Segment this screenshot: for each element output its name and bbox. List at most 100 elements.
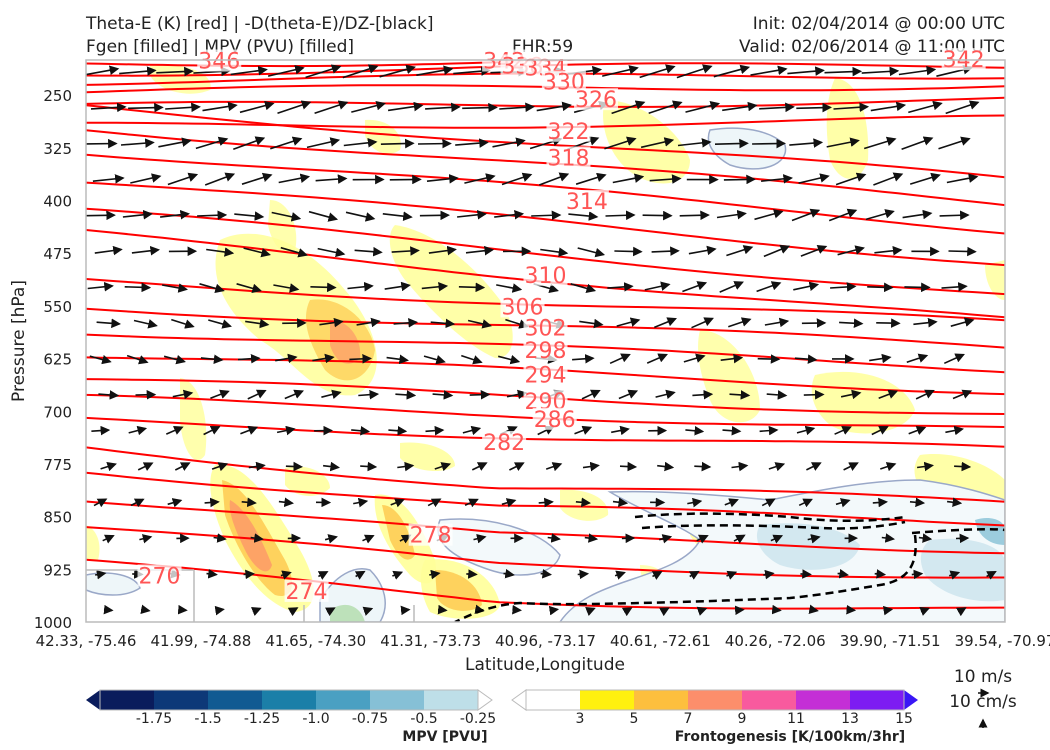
colorbar-tick: -1.5 xyxy=(194,711,221,727)
wind-arrow xyxy=(276,425,296,436)
wind-arrow xyxy=(305,64,342,79)
wind-arrow xyxy=(122,209,153,220)
wind-arrow xyxy=(124,282,152,293)
wind-arrow xyxy=(873,172,904,186)
mpv-colorbar: -1.75 -1.5 -1.25 -1.0 -0.75 -0.5 -0.25 xyxy=(86,689,496,727)
colorbar-swatch xyxy=(262,690,317,710)
wind-arrow xyxy=(199,283,225,294)
wind-arrow xyxy=(531,210,562,221)
wind-arrow xyxy=(612,497,629,508)
wind-arrow xyxy=(648,100,683,115)
theta-e-label: 310 xyxy=(525,264,567,289)
wind-arrow xyxy=(501,172,533,186)
wind-arrow xyxy=(761,498,776,508)
colorbar-extend-left xyxy=(511,689,527,711)
wind-arrow xyxy=(918,533,933,543)
y-tick-label: 775 xyxy=(43,456,72,474)
x-tick-label: 40.96, -73.17 xyxy=(495,632,596,650)
wind-arrow xyxy=(388,425,408,436)
wind-arrow xyxy=(846,604,857,615)
wind-arrow xyxy=(771,604,782,615)
wind-arrow xyxy=(685,425,705,436)
wind-arrow xyxy=(382,211,413,221)
wind-arrow xyxy=(733,534,746,544)
wind-arrow xyxy=(351,100,386,113)
wind-arrow xyxy=(787,66,825,76)
colorbar-tick: 15 xyxy=(895,711,913,727)
wind-arrow xyxy=(230,65,268,76)
wind-arrow xyxy=(416,65,454,76)
colorbar-tick: -0.5 xyxy=(410,711,437,727)
wind-reference-label: 10 m/s xyxy=(954,667,1012,687)
wind-arrow xyxy=(237,353,261,364)
wind-arrow xyxy=(167,498,183,508)
colorbar-swatch xyxy=(688,690,743,710)
wind-arrow xyxy=(766,390,788,400)
wind-arrow xyxy=(278,173,311,184)
wind-arrow xyxy=(243,569,255,580)
wind-arrow xyxy=(871,426,889,436)
wind-arrow xyxy=(902,209,933,220)
wind-arrow xyxy=(469,389,491,400)
wind-arrow xyxy=(688,245,717,256)
wind-arrow xyxy=(952,389,973,400)
theta-e-line xyxy=(86,129,1005,207)
wind-arrow xyxy=(347,281,374,292)
colorbar-swatch xyxy=(100,690,155,710)
wind-arrow xyxy=(306,137,341,149)
theta-e-label: 326 xyxy=(575,88,617,113)
wind-arrow xyxy=(915,389,935,400)
wind-arrow xyxy=(691,317,714,329)
wind-arrow xyxy=(677,138,712,148)
wind-arrow xyxy=(156,66,194,77)
stability-contours xyxy=(454,512,1005,622)
theta-e-line xyxy=(86,181,1005,267)
colorbar-tick: 3 xyxy=(576,711,585,727)
wind-arrow xyxy=(236,283,262,294)
wind-arrow xyxy=(605,210,636,221)
colorbar-tick: 7 xyxy=(684,711,693,727)
label-backdrop xyxy=(941,48,986,71)
wind-arrow xyxy=(655,389,676,400)
wind-arrow xyxy=(285,461,303,472)
wind-arrow xyxy=(729,390,751,400)
colorbar-frame xyxy=(99,689,479,711)
wind-arrow xyxy=(379,64,416,78)
wind-arrow xyxy=(119,66,157,76)
colorbar-tick: 5 xyxy=(630,711,639,727)
wind-arrow xyxy=(501,498,517,508)
wind-arrow xyxy=(913,317,938,328)
wind-arrow xyxy=(214,605,225,616)
wind-arrow xyxy=(494,209,525,220)
wind-arrow xyxy=(759,425,779,436)
wind-arrow xyxy=(380,138,415,149)
wind-arrow xyxy=(457,209,487,220)
wind-arrow xyxy=(426,174,459,184)
wind-arrow xyxy=(575,172,607,185)
theta-e-label: 286 xyxy=(534,408,576,433)
wind-arrow xyxy=(659,607,670,617)
wind-arrow xyxy=(602,65,639,77)
colorbar-extend-right xyxy=(477,689,493,711)
wind-arrow xyxy=(206,247,235,257)
wind-arrow xyxy=(722,101,758,112)
wind-arrow xyxy=(211,462,229,472)
wind-arrow xyxy=(324,534,338,544)
wind-arrow xyxy=(722,425,742,436)
wind-arrow xyxy=(395,390,417,400)
colorbar-tick: 9 xyxy=(738,711,747,727)
wind-arrow xyxy=(728,317,752,328)
theta-e-label: 322 xyxy=(547,120,589,145)
wind-arrow xyxy=(570,283,597,294)
wind-arrow xyxy=(89,354,112,365)
wind-arrow xyxy=(579,318,604,329)
wind-arrow xyxy=(174,462,191,471)
label-backdrop xyxy=(523,390,568,413)
wind-arrow xyxy=(659,534,673,544)
wind-arrow xyxy=(839,318,864,329)
wind-arrow xyxy=(657,461,675,472)
wind-arrow xyxy=(840,389,862,400)
colorbar-tick: -1.75 xyxy=(136,711,172,727)
wind-arrow xyxy=(314,100,349,115)
wind-arrow xyxy=(585,607,596,616)
